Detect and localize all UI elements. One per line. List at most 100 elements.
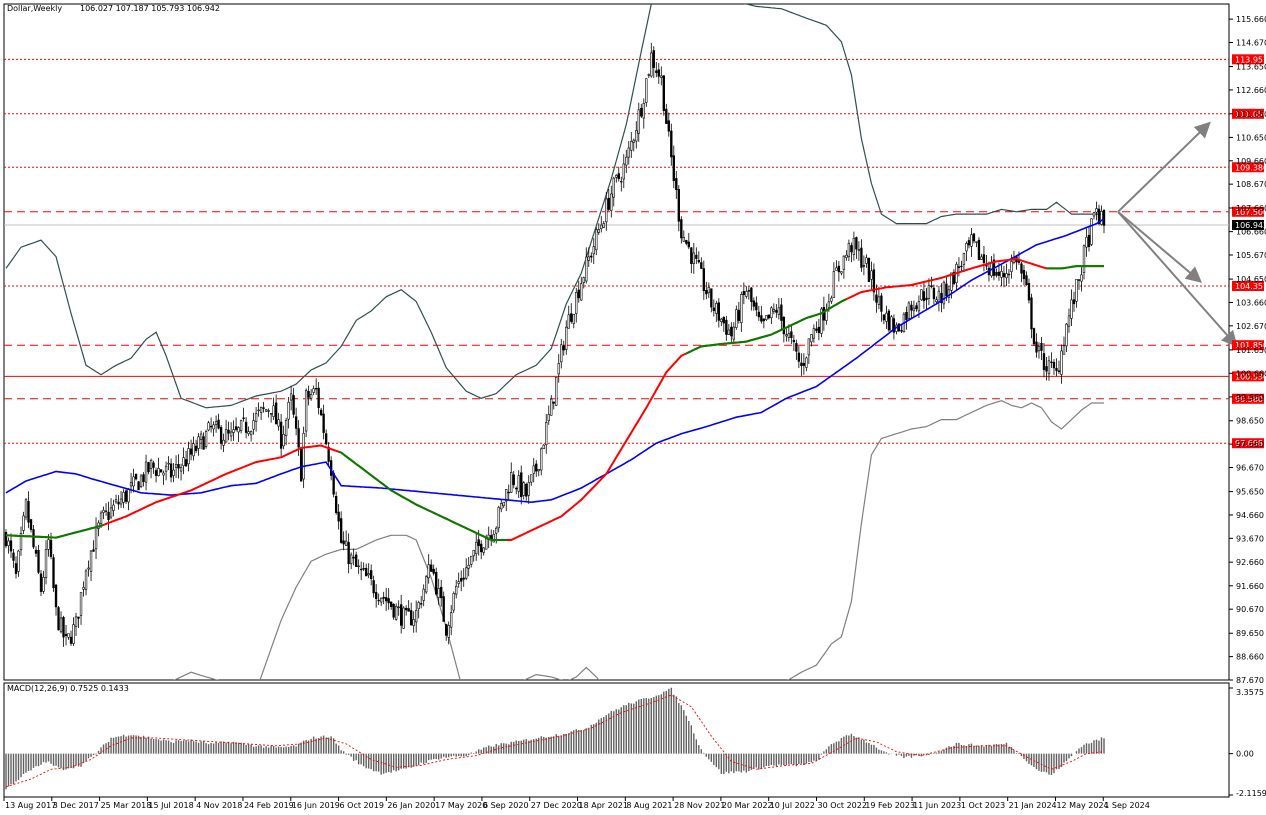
candle	[747, 286, 751, 300]
time-tick-label: 3 Dec 2017	[53, 801, 99, 810]
candle	[967, 237, 971, 249]
candle	[1007, 269, 1011, 284]
candle	[294, 407, 298, 436]
level-price-tag	[1232, 340, 1264, 351]
candle	[620, 176, 623, 192]
candle	[825, 303, 828, 325]
candle	[472, 549, 475, 562]
candle	[152, 460, 155, 474]
candle	[790, 324, 793, 344]
candle	[952, 269, 956, 285]
candle	[642, 98, 645, 129]
candle	[400, 594, 403, 634]
candle	[812, 324, 816, 343]
candle	[897, 323, 901, 333]
candle	[77, 616, 80, 629]
candle	[720, 317, 723, 326]
time-tick-label: 20 Mar 2022	[722, 801, 773, 810]
candle	[1025, 271, 1028, 286]
candle	[672, 145, 675, 189]
candle	[702, 260, 705, 300]
candle	[462, 568, 465, 587]
candle	[147, 461, 150, 475]
candle	[930, 276, 933, 289]
level-price-label: 97.698	[1235, 439, 1263, 448]
price-tick-label: 101.650	[1236, 346, 1266, 355]
price-tick-label: 107.660	[1236, 204, 1266, 213]
candle	[440, 579, 443, 607]
candle	[587, 247, 590, 267]
candle	[977, 237, 981, 261]
candle	[490, 529, 493, 547]
candle	[1080, 267, 1083, 292]
last-price-tag	[1232, 219, 1264, 230]
candle	[192, 436, 195, 461]
candle	[500, 498, 503, 513]
candle	[1062, 336, 1066, 355]
candle	[520, 465, 523, 505]
candle	[972, 232, 976, 244]
candle	[865, 254, 868, 268]
upper-band-line	[5, 4, 1104, 409]
macd-tick-label: -2.1159	[1236, 789, 1266, 798]
candle	[667, 112, 670, 137]
candle	[1100, 205, 1103, 226]
candle	[199, 430, 203, 450]
candle	[450, 605, 453, 636]
candle	[37, 544, 40, 575]
candle	[1070, 289, 1073, 326]
candle	[795, 339, 798, 360]
candle	[935, 296, 938, 304]
candle	[552, 401, 555, 410]
candle	[565, 320, 568, 355]
macd-header: MACD(12,26,9) 0.7525 0.1433	[7, 684, 129, 693]
time-tick-label: 1 Oct 2023	[961, 801, 1005, 810]
candle	[42, 570, 45, 594]
candle	[610, 185, 613, 218]
candle	[467, 556, 470, 577]
main-plot-frame	[3, 3, 1230, 681]
candle	[137, 480, 140, 491]
candle	[247, 426, 250, 437]
candle	[397, 600, 400, 616]
level-price-tag	[1232, 206, 1264, 217]
candle	[52, 554, 55, 592]
time-tick-label: 10 Jul 2022	[770, 801, 815, 810]
moving-average-red	[5, 257, 1104, 541]
candle	[1075, 278, 1078, 308]
candle	[1042, 343, 1046, 378]
candle	[452, 591, 455, 614]
candle	[212, 421, 215, 437]
candle	[725, 315, 728, 341]
candle	[582, 276, 585, 289]
candle	[282, 425, 285, 450]
candle	[937, 285, 941, 312]
candle	[892, 314, 896, 340]
candle	[457, 572, 460, 588]
candle	[24, 498, 28, 521]
candle	[622, 154, 625, 189]
moving-average-green-segment	[5, 523, 104, 539]
time-tick-label: 13 Aug 2017	[5, 801, 56, 810]
candle	[34, 546, 38, 557]
candle	[510, 462, 513, 493]
candle	[164, 461, 168, 481]
price-axis[interactable]: 113.957 111.650 109.386 107.500 104.357 101.8…	[1229, 15, 1266, 685]
candle	[640, 103, 643, 119]
candle	[572, 313, 575, 329]
candle	[1095, 201, 1098, 221]
candle	[1077, 279, 1081, 290]
candle	[607, 188, 610, 211]
candle	[685, 239, 688, 246]
candle	[1040, 337, 1043, 360]
candle	[272, 397, 275, 420]
symbol-header: Dollar,Weekly	[7, 4, 62, 13]
candle	[715, 300, 718, 322]
candle	[234, 417, 238, 432]
candle	[92, 540, 95, 552]
candle	[342, 531, 345, 551]
candle	[87, 560, 90, 577]
candle	[982, 246, 986, 272]
